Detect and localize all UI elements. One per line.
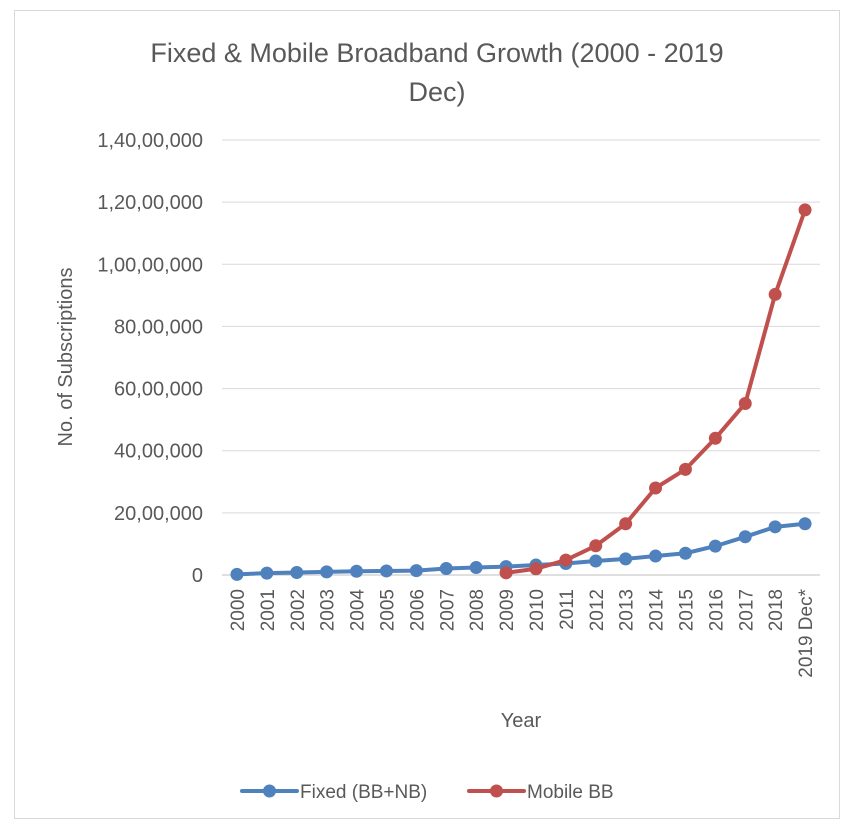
y-tick-label: 80,00,000 xyxy=(114,316,203,338)
legend-marker xyxy=(263,784,276,798)
x-tick-label: 2015 xyxy=(676,589,697,631)
data-point xyxy=(768,520,782,534)
data-point xyxy=(589,554,603,568)
data-point xyxy=(350,564,364,578)
data-point xyxy=(708,431,722,445)
data-point xyxy=(469,561,483,575)
x-tick-label: 2011 xyxy=(557,589,578,630)
x-tick-label: 2003 xyxy=(318,589,339,631)
legend-item: Fixed (BB+NB) xyxy=(240,782,427,803)
y-tick-label: 1,20,00,000 xyxy=(97,192,203,214)
data-point xyxy=(798,203,812,217)
x-tick-label: 2006 xyxy=(407,589,428,631)
data-point xyxy=(619,552,633,566)
x-tick-label: 2004 xyxy=(348,589,369,632)
y-axis-ticks: 0 20,00,000 40,00,000 60,00,000 80,00,000 1,0… xyxy=(97,130,203,587)
x-tick-label: 2005 xyxy=(377,589,398,631)
data-point xyxy=(320,565,334,579)
data-point xyxy=(290,566,304,580)
data-point xyxy=(499,566,513,580)
series-mobile xyxy=(499,203,812,580)
x-tick-label: 2013 xyxy=(617,589,638,631)
x-tick-label: 2018 xyxy=(766,589,787,631)
data-point xyxy=(529,562,543,576)
chart-frame xyxy=(14,10,840,819)
data-point xyxy=(738,530,752,544)
data-point xyxy=(409,564,423,578)
chart-title-line-1: Fixed & Mobile Broadband Growth (2000 - … xyxy=(150,38,723,68)
y-tick-label: 40,00,000 xyxy=(114,441,203,463)
legend-label: Mobile BB xyxy=(527,782,614,803)
x-tick-label: 2001 xyxy=(258,589,279,631)
x-tick-label: 2019 Dec* xyxy=(796,588,817,677)
x-tick-label: 2016 xyxy=(706,589,727,631)
x-tick-label: 2014 xyxy=(647,589,668,632)
y-tick-label: 1,40,00,000 xyxy=(97,130,203,152)
data-point xyxy=(439,561,453,575)
data-point xyxy=(649,549,663,563)
x-tick-label: 2008 xyxy=(467,589,488,631)
data-point xyxy=(798,517,812,531)
y-tick-label: 0 xyxy=(192,565,203,587)
legend-marker xyxy=(490,784,503,798)
x-tick-label: 2007 xyxy=(437,589,458,631)
chart-title: Fixed & Mobile Broadband Growth (2000 - … xyxy=(150,38,723,107)
data-point xyxy=(260,566,274,580)
data-point xyxy=(379,564,393,578)
y-axis-label: No. of Subscriptions xyxy=(55,268,77,447)
x-axis-ticks: 2000 2001 2002 2003 2004 2005 2006 2007 2008 2009… xyxy=(228,588,817,677)
legend-label: Fixed (BB+NB) xyxy=(300,782,427,803)
y-tick-label: 60,00,000 xyxy=(114,379,203,401)
gridlines xyxy=(222,139,820,576)
x-tick-label: 2017 xyxy=(736,589,757,631)
x-tick-label: 2012 xyxy=(587,589,608,631)
data-point xyxy=(619,517,633,531)
series-fixed xyxy=(230,517,812,581)
data-point xyxy=(738,396,752,410)
x-tick-label: 2000 xyxy=(228,589,249,631)
data-point xyxy=(649,481,663,495)
y-tick-label: 20,00,000 xyxy=(114,503,203,525)
data-point xyxy=(589,539,603,553)
data-point xyxy=(678,546,692,560)
x-axis-label: Year xyxy=(501,710,542,732)
x-tick-label: 2009 xyxy=(497,589,518,631)
series-layer xyxy=(230,203,812,581)
x-tick-label: 2002 xyxy=(288,589,309,631)
legend-item: Mobile BB xyxy=(467,782,614,803)
data-point xyxy=(678,462,692,476)
data-point xyxy=(559,553,573,567)
x-tick-label: 2010 xyxy=(527,589,548,631)
chart-title-line-2: Dec) xyxy=(408,77,465,107)
data-point xyxy=(708,539,722,553)
legend: Fixed (BB+NB) Mobile BB xyxy=(240,782,614,803)
data-point xyxy=(230,567,244,581)
y-tick-label: 1,00,00,000 xyxy=(97,254,203,276)
data-point xyxy=(768,287,782,301)
